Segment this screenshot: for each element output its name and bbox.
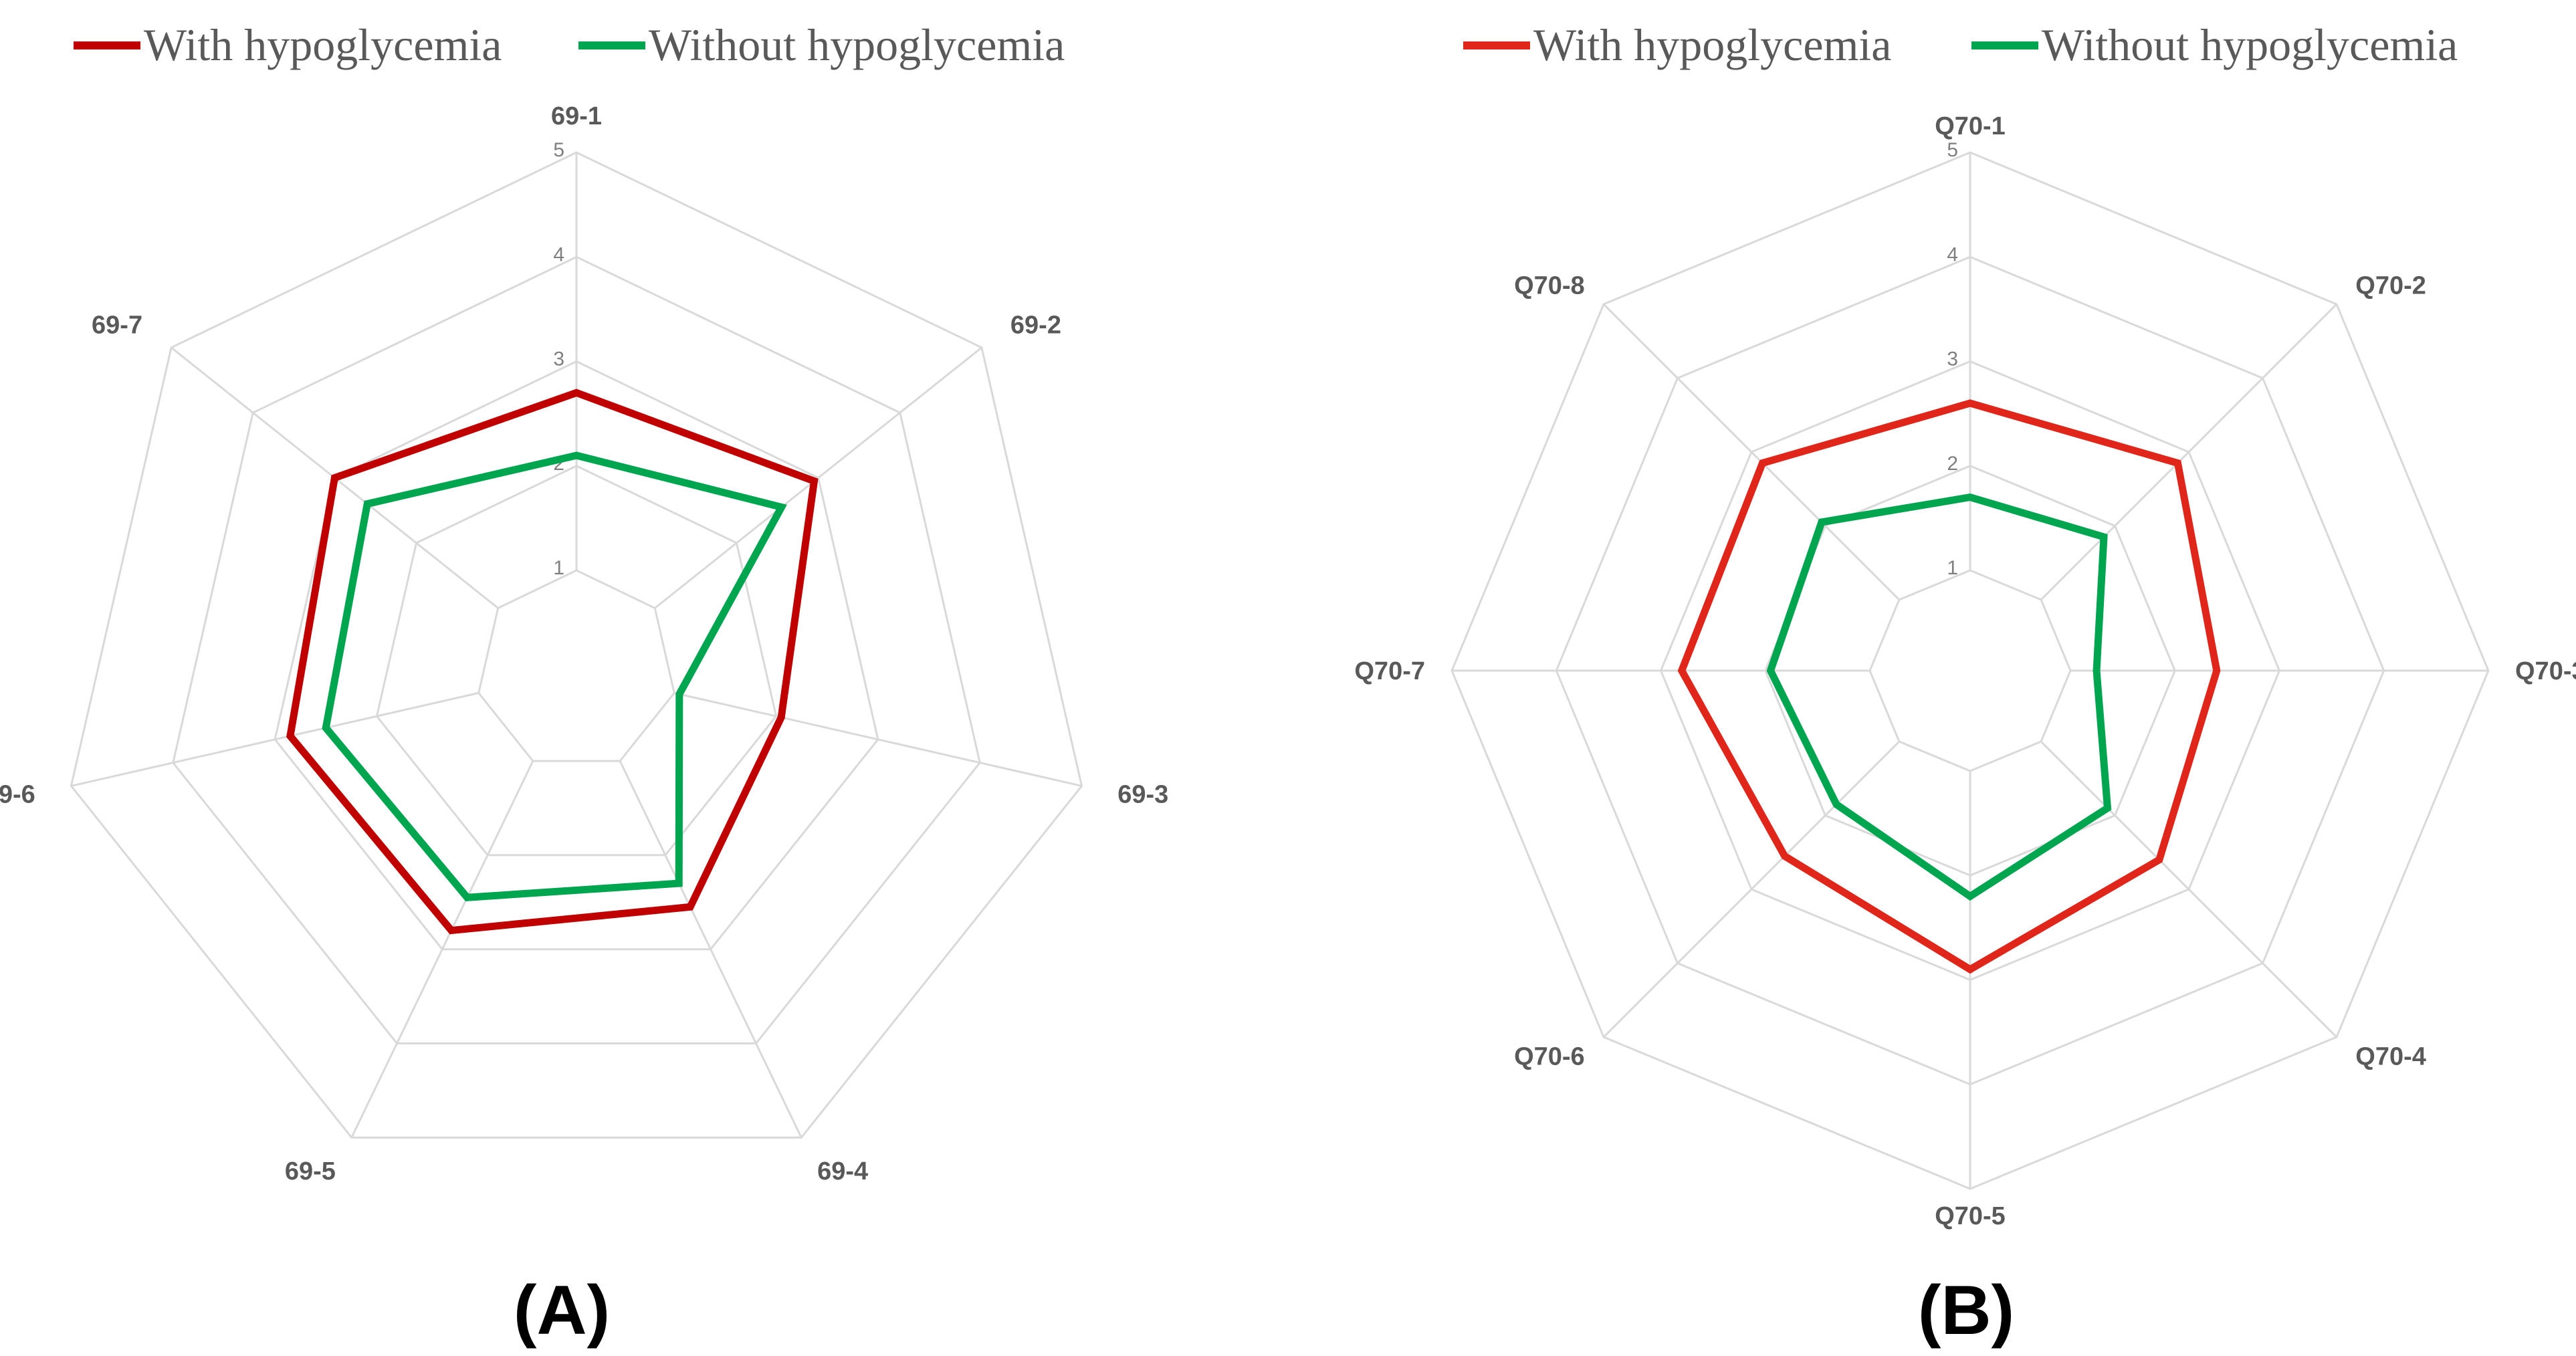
legend-b-with-label: With hypoglycemia	[1533, 19, 1891, 70]
spoke-a-4	[619, 760, 802, 1138]
grid-ring-a-1	[477, 569, 675, 762]
category-label-a-1: 69-1	[551, 102, 602, 130]
spoke-a-2	[654, 346, 982, 609]
category-label-b-6: Q70-6	[1514, 1042, 1585, 1070]
legend-b-without-label: Without hypoglycemia	[2042, 19, 2458, 70]
tick-label-b-5: 5	[1947, 139, 1958, 161]
tick-label-a-3: 3	[553, 348, 564, 370]
category-label-b-1: Q70-1	[1935, 112, 2006, 140]
tick-label-b-2: 2	[1947, 453, 1958, 475]
tick-label-a-5: 5	[553, 139, 564, 161]
category-label-a-6: 69-6	[0, 781, 35, 809]
category-label-b-3: Q70-3	[2515, 657, 2576, 685]
category-label-a-3: 69-3	[1117, 781, 1168, 809]
category-label-b-8: Q70-8	[1514, 272, 1585, 300]
grid-ring-b-1	[1868, 569, 2072, 772]
category-label-a-5: 69-5	[285, 1157, 336, 1185]
spoke-b-4	[2040, 741, 2338, 1038]
grid-ring-a-5	[70, 151, 1083, 1139]
legend-a-without-label: Without hypoglycemia	[649, 19, 1065, 70]
category-label-b-5: Q70-5	[1935, 1202, 2006, 1230]
category-label-b-7: Q70-7	[1354, 657, 1425, 685]
series-a-without-hypoglycemia	[322, 451, 787, 901]
series-b-without-hypoglycemia	[1766, 493, 2112, 901]
spoke-a-6	[71, 691, 479, 787]
category-label-b-2: Q70-2	[2355, 272, 2426, 300]
series-a-with-hypoglycemia	[286, 388, 819, 935]
spoke-b-2	[2040, 303, 2338, 600]
category-label-a-7: 69-7	[92, 312, 142, 340]
tick-label-a-1: 1	[553, 557, 564, 579]
spoke-b-8	[1602, 303, 1900, 600]
tick-label-b-1: 1	[1947, 557, 1958, 579]
legend-b: With hypoglycemia Without hypoglycemia	[1463, 19, 2458, 70]
legend-a-with-label: With hypoglycemia	[144, 19, 502, 70]
spoke-a-5	[350, 760, 534, 1138]
tick-label-b-4: 4	[1947, 243, 1958, 265]
tick-label-a-4: 4	[553, 243, 564, 265]
category-label-b-4: Q70-4	[2355, 1042, 2426, 1070]
panel-label-b: (B)	[1918, 1272, 2014, 1349]
tick-label-b-3: 3	[1947, 348, 1958, 370]
legend-a: With hypoglycemia Without hypoglycemia	[74, 19, 1065, 70]
grid-ring-a-4	[172, 255, 981, 1044]
panel-label-a: (A)	[514, 1272, 610, 1349]
category-label-a-2: 69-2	[1010, 312, 1061, 340]
spoke-b-6	[1602, 741, 1900, 1038]
series-b-with-hypoglycemia	[1677, 399, 2221, 974]
spoke-a-3	[673, 691, 1082, 787]
category-label-a-4: 69-4	[817, 1157, 868, 1185]
